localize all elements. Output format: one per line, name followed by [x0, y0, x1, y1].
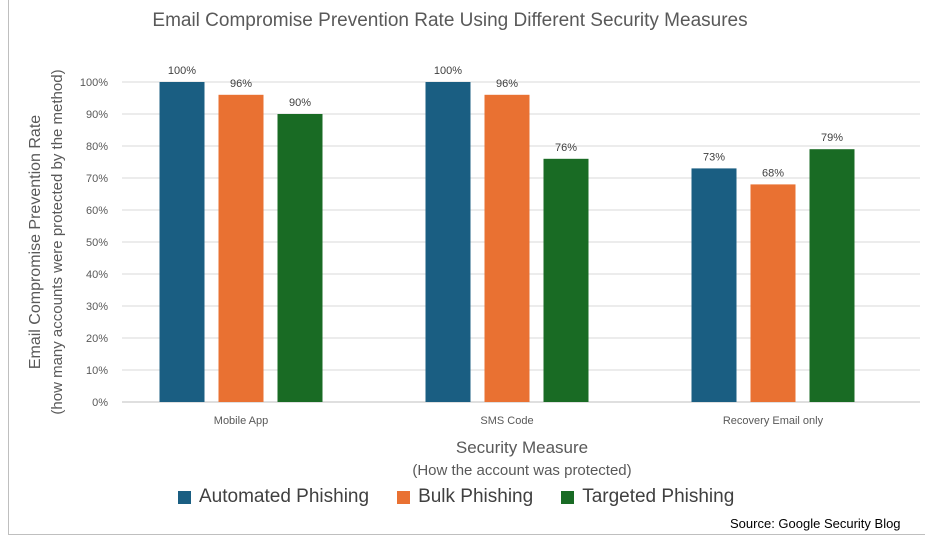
x-axis-subtitle: (How the account was protected): [412, 462, 631, 479]
chart-title: Email Compromise Prevention Rate Using D…: [152, 10, 748, 31]
bar: [484, 94, 530, 403]
y-axis-title: Email Compromise Prevention Rate: [27, 115, 44, 369]
bar-value-label: 73%: [703, 151, 725, 163]
y-tick-label: 50%: [86, 237, 108, 249]
bar-value-label: 76%: [555, 142, 577, 154]
x-tick-label: Recovery Email only: [723, 415, 824, 427]
bar-value-label: 68%: [762, 167, 784, 179]
bar-value-label: 96%: [496, 78, 518, 90]
legend-label-targeted: Targeted Phishing: [582, 486, 735, 507]
y-tick-label: 0%: [92, 397, 108, 409]
y-axis-subtitle: (how many accounts were protected by the…: [49, 69, 66, 414]
bar: [543, 158, 589, 402]
y-tick-label: 90%: [86, 109, 108, 121]
legend-label-bulk: Bulk Phishing: [418, 486, 534, 507]
legend-swatch-targeted: [561, 490, 575, 504]
x-tick-label: Mobile App: [214, 415, 268, 427]
y-tick-label: 40%: [86, 269, 108, 281]
y-tick-label: 80%: [86, 141, 108, 153]
legend-item-bulk: Bulk Phishing: [397, 486, 533, 508]
bar-value-label: 100%: [168, 65, 196, 77]
legend-swatch-bulk: [397, 490, 411, 504]
bar: [159, 82, 205, 402]
chart-legend: Automated Phishing Bulk Phishing Targete…: [178, 486, 734, 508]
bar: [218, 94, 264, 403]
legend-item-targeted: Targeted Phishing: [561, 486, 734, 508]
bar: [277, 114, 323, 402]
bar: [750, 184, 796, 402]
bar-value-label: 96%: [230, 78, 252, 90]
bar: [425, 82, 471, 402]
bar-value-label: 100%: [434, 65, 462, 77]
y-tick-label: 30%: [86, 301, 108, 313]
bar-value-label: 90%: [289, 97, 311, 109]
legend-swatch-automated: [178, 490, 191, 504]
y-tick-label: 20%: [86, 333, 108, 345]
bar: [691, 168, 737, 402]
y-tick-label: 60%: [86, 205, 108, 217]
y-tick-label: 70%: [86, 173, 108, 185]
source-note: Source: Google Security Blog: [730, 516, 901, 531]
bar-value-label: 79%: [821, 132, 843, 144]
legend-label-automated: Automated Phishing: [199, 486, 370, 507]
y-tick-label: 10%: [86, 365, 108, 377]
x-axis-title: Security Measure: [456, 438, 588, 457]
bar: [809, 149, 855, 402]
y-tick-label: 100%: [80, 77, 108, 89]
x-tick-label: SMS Code: [480, 415, 533, 427]
legend-item-automated: Automated Phishing: [178, 486, 369, 508]
